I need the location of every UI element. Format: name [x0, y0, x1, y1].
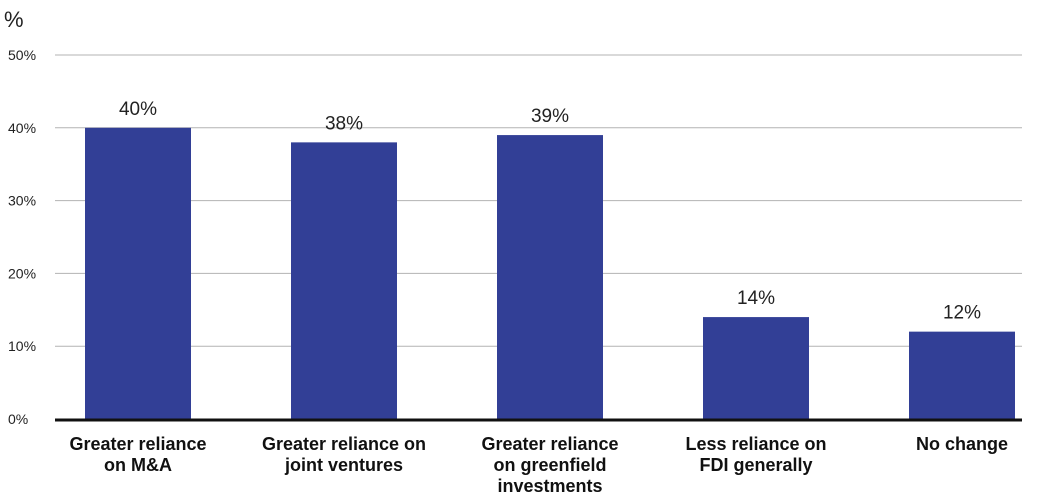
data-label: 12%: [943, 303, 981, 324]
data-labels: 40% 38% 39% 14% 12%: [119, 99, 981, 324]
y-tick-label: 40%: [8, 120, 36, 136]
category-label-line: Less reliance on: [685, 434, 826, 454]
category-label-line: Greater reliance: [481, 434, 618, 454]
y-tick-label: 20%: [8, 265, 36, 281]
category-label-line: joint ventures: [284, 455, 403, 475]
category-label-line: on M&A: [104, 455, 172, 475]
category-label-line: Greater reliance: [69, 434, 206, 454]
bar: [85, 127, 191, 420]
category-label-line: on greenfield: [493, 455, 606, 475]
data-label: 39%: [531, 106, 569, 127]
y-tick-label: 0%: [8, 411, 28, 427]
category-label: Less reliance on FDI generally: [685, 434, 826, 475]
category-label: Greater reliance on greenfield investments: [481, 434, 618, 496]
bar: [291, 142, 397, 420]
bars: [85, 127, 1015, 420]
category-label-line: investments: [497, 476, 602, 496]
data-label: 14%: [737, 288, 775, 309]
y-tick-labels: 0% 10% 20% 30% 40% 50%: [8, 47, 36, 427]
category-label-line: FDI generally: [699, 455, 812, 475]
category-label-line: Greater reliance on: [262, 434, 426, 454]
category-label: Greater reliance on joint ventures: [262, 434, 426, 475]
bar: [909, 331, 1015, 419]
category-label: Greater reliance on M&A: [69, 434, 206, 475]
y-tick-label: 30%: [8, 193, 36, 209]
category-label: No change: [916, 434, 1008, 454]
category-label-line: No change: [916, 434, 1008, 454]
y-tick-label: 10%: [8, 338, 36, 354]
y-tick-label: 50%: [8, 47, 36, 63]
y-unit-label: %: [4, 7, 24, 32]
data-label: 40%: [119, 99, 157, 120]
bar: [497, 135, 603, 419]
bar: [703, 317, 809, 419]
data-label: 38%: [325, 113, 363, 134]
